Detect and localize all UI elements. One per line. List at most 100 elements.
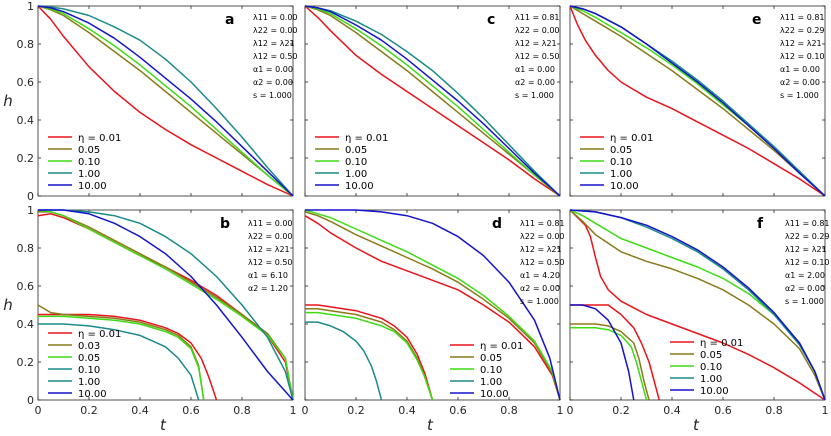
param-text: s = 1.000: [515, 91, 554, 100]
y-tick-label: 0.4: [17, 318, 35, 331]
legend-label: 0.05: [700, 350, 722, 361]
legend-label: 1.00: [480, 377, 502, 388]
param-text: λ12 = 0.50: [253, 52, 298, 61]
legend-label: 0.05: [480, 353, 502, 364]
param-text: α2 = 0.00: [515, 78, 555, 87]
legend-label: 1.00: [700, 374, 722, 385]
x-tick-label: 0: [567, 404, 574, 417]
legend-label: 0.10: [78, 365, 100, 376]
legend-label: 10.00: [78, 389, 107, 400]
param-text: λ22 = 0.00: [253, 26, 298, 35]
legend-label: 0.05: [345, 145, 367, 156]
param-text: λ22 = 0.29: [785, 232, 830, 241]
legend-label: 0.10: [700, 362, 722, 373]
x-tick-label: 1: [557, 404, 564, 417]
param-text: s = 1.000: [520, 297, 559, 306]
legend-label: η = 0.01: [78, 133, 121, 144]
param-text: λ12 = 0.10: [780, 52, 825, 61]
legend-label: 0.05: [610, 145, 632, 156]
param-text: λ22 = 0.00: [248, 232, 293, 241]
param-text: λ11 = 0.00: [253, 13, 298, 22]
param-text: λ12 = 0.50: [520, 258, 565, 267]
x-tick-label: 0.2: [80, 404, 98, 417]
param-text: λ11 = 0.00: [248, 219, 293, 228]
y-tick-label: 0.2: [17, 152, 35, 165]
legend-label: 0.10: [610, 157, 632, 168]
legend-label: η = 0.01: [610, 133, 653, 144]
param-text: α1 = 0.00: [253, 65, 293, 74]
y-tick-label: 1: [27, 204, 34, 217]
param-text: λ12 = λ21: [515, 39, 557, 48]
x-tick-label: 0.4: [131, 404, 149, 417]
y-tick-label: 0: [27, 190, 34, 203]
param-text: s = 1.000: [785, 297, 824, 306]
param-text: λ22 = 0.29: [780, 26, 825, 35]
x-tick-label: 0.2: [347, 404, 365, 417]
param-text: λ22 = 0.00: [515, 26, 560, 35]
legend-label: 10.00: [700, 386, 729, 397]
param-text: λ12 = λ21: [785, 245, 827, 254]
x-tick-label: 0.6: [449, 404, 467, 417]
param-text: λ11 = 0.81: [780, 13, 825, 22]
legend-label: 10.00: [345, 181, 374, 192]
param-text: λ11 = 0.81: [520, 219, 565, 228]
param-text: λ12 = λ21: [248, 245, 290, 254]
legend-label: η = 0.01: [345, 133, 388, 144]
param-text: s = 1.000: [780, 91, 819, 100]
legend-label: 10.00: [78, 181, 107, 192]
y-axis-label-top: h: [3, 92, 13, 110]
y-tick-label: 0.6: [17, 280, 35, 293]
param-text: α2 = 0.00: [785, 284, 825, 293]
param-text: λ11 = 0.81: [515, 13, 560, 22]
y-tick-label: 0.8: [17, 38, 35, 51]
param-text: α1 = 2.00: [785, 271, 825, 280]
legend-label: 1.00: [610, 169, 632, 180]
param-text: λ12 = 0.10: [785, 258, 830, 267]
legend-label: 0.05: [78, 353, 100, 364]
legend-label: 10.00: [610, 181, 639, 192]
y-tick-label: 0.8: [17, 242, 35, 255]
x-tick-label: 1: [822, 404, 829, 417]
panel-label: b: [220, 216, 230, 232]
figure: h h t t t 00.20.40.60.81a λ11 = 0.00λ22 =…: [0, 0, 831, 436]
x-tick-label: 1: [290, 404, 297, 417]
legend-label: 0.05: [78, 145, 100, 156]
param-text: s = 1.000: [253, 91, 292, 100]
y-axis-label-bottom: h: [3, 296, 13, 314]
param-text: α2 = 0.00: [253, 78, 293, 87]
param-text: λ11 = 0.81: [785, 219, 830, 228]
param-text: α1 = 4.20: [520, 271, 560, 280]
panel-label: d: [492, 216, 502, 232]
x-tick-label: 0.8: [500, 404, 518, 417]
param-text: λ12 = λ21: [780, 39, 822, 48]
x-tick-label: 0.2: [612, 404, 630, 417]
x-tick-label: 0: [302, 404, 309, 417]
y-tick-label: 1: [27, 0, 34, 13]
legend-label: 0.10: [480, 365, 502, 376]
legend-label: 1.00: [78, 377, 100, 388]
y-tick-label: 0.2: [17, 356, 35, 369]
legend-label: η = 0.01: [700, 338, 743, 349]
param-text: α1 = 6.10: [248, 271, 288, 280]
x-tick-label: 0.6: [182, 404, 200, 417]
panel-label: a: [225, 12, 234, 28]
param-text: λ12 = 0.50: [248, 258, 293, 267]
legend-label: 10.00: [480, 389, 509, 400]
legend-label: 1.00: [345, 169, 367, 180]
legend-label: 1.00: [78, 169, 100, 180]
y-tick-label: 0.4: [17, 114, 35, 127]
legend-label: 0.03: [78, 341, 100, 352]
legend-label: η = 0.01: [480, 341, 523, 352]
x-tick-label: 0.4: [663, 404, 681, 417]
param-text: λ12 = λ21: [253, 39, 295, 48]
y-tick-label: 0: [27, 394, 34, 407]
x-tick-label: 0.8: [233, 404, 251, 417]
param-text: α1 = 0.00: [780, 65, 820, 74]
legend-label: η = 0.01: [78, 329, 121, 340]
x-tick-label: 0.4: [398, 404, 416, 417]
param-text: α2 = 1.20: [248, 284, 288, 293]
param-text: α1 = 0.00: [515, 65, 555, 74]
x-tick-label: 0.8: [765, 404, 783, 417]
y-tick-label: 0.6: [17, 76, 35, 89]
x-tick-label: 0.6: [714, 404, 732, 417]
